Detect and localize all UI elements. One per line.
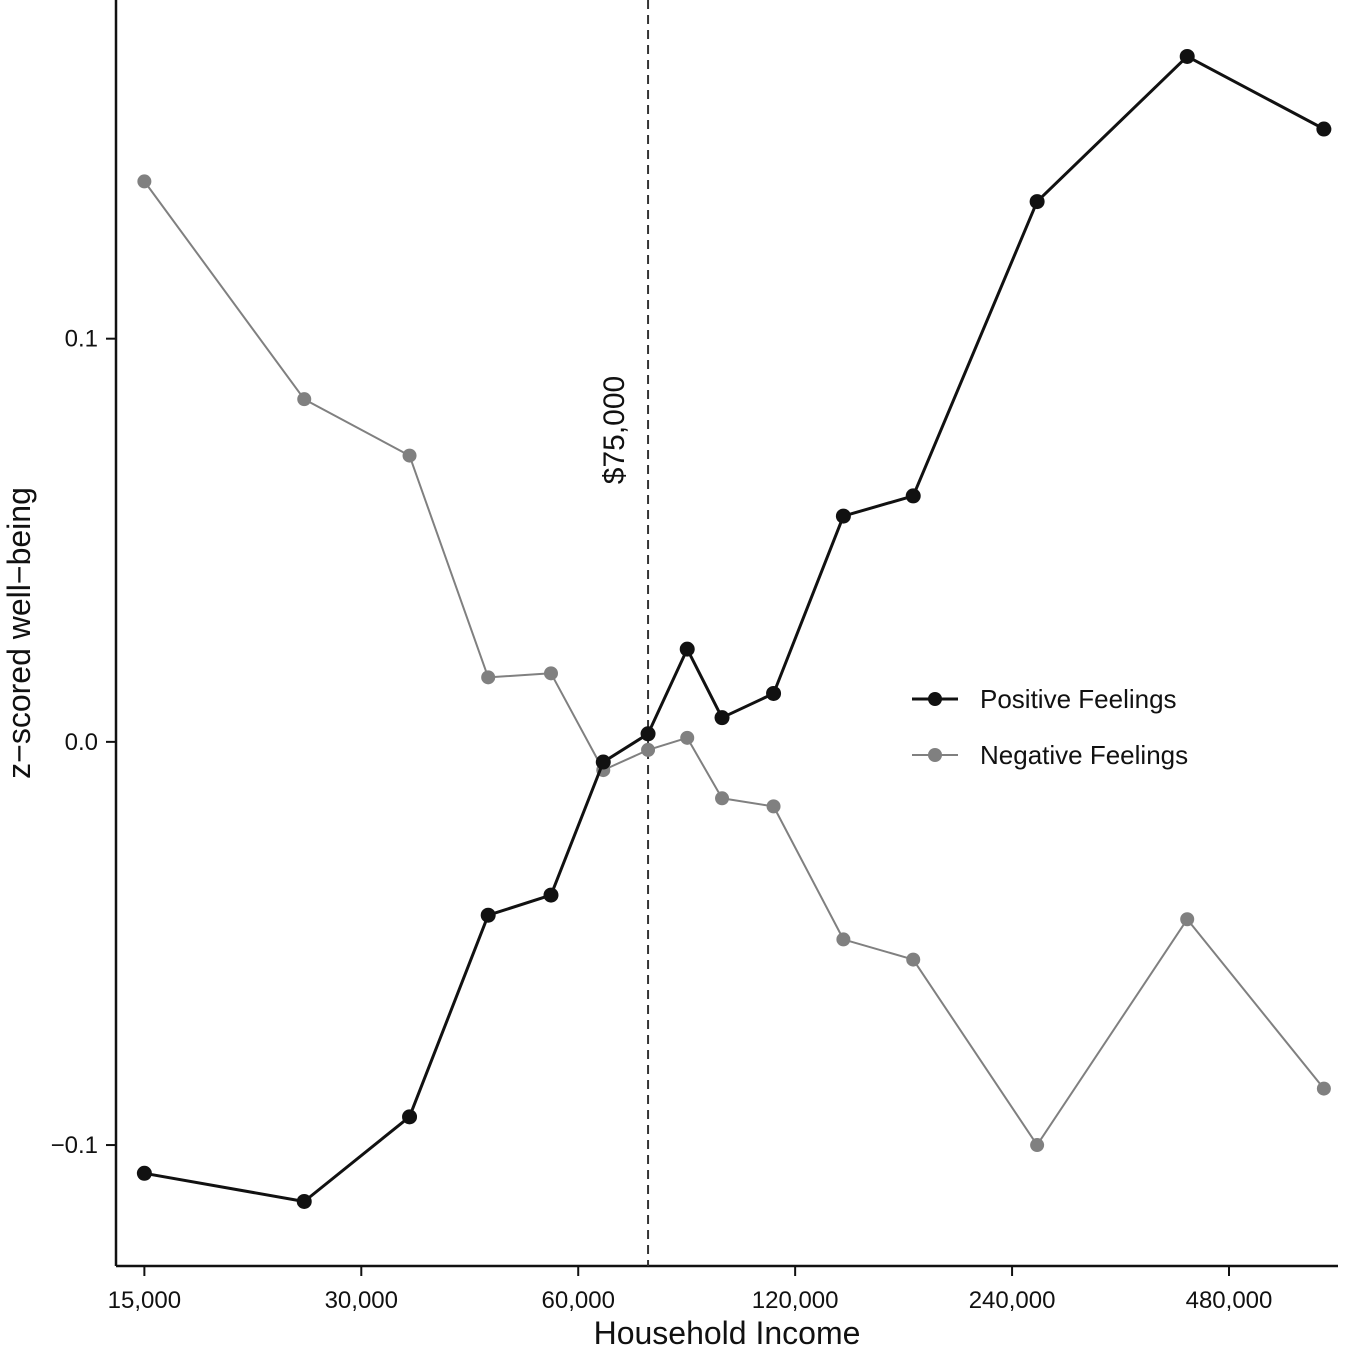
- legend-item-negative-feelings: Negative Feelings: [912, 740, 1188, 770]
- series-layer: [136, 48, 1332, 1209]
- data-point: [680, 730, 695, 745]
- data-point: [679, 641, 695, 657]
- data-point: [136, 1165, 152, 1181]
- x-tick-label: 15,000: [108, 1287, 181, 1314]
- series-line: [144, 54, 1325, 1203]
- series-negative-feelings: [137, 174, 1331, 1153]
- y-tick-label: −0.1: [51, 1132, 98, 1159]
- axes: 15,000 30,000 60,000 120,000 240,000 480,000 …: [51, 0, 1338, 1314]
- series-positive-feelings: [136, 48, 1332, 1209]
- series-line: [143, 180, 1325, 1146]
- y-axis-title: z−scored well−being: [1, 487, 37, 779]
- legend-swatch-marker: [928, 692, 942, 706]
- data-point: [297, 392, 312, 407]
- data-point: [402, 1109, 418, 1125]
- y-tick-label: 0.1: [65, 326, 98, 353]
- data-point: [766, 685, 782, 701]
- reference-line-group: $75,000: [598, 0, 650, 1266]
- legend-label: Negative Feelings: [980, 740, 1188, 770]
- data-point: [640, 726, 656, 742]
- x-tick-label: 60,000: [542, 1287, 615, 1314]
- data-point: [715, 791, 730, 806]
- reference-line-label: $75,000: [598, 376, 631, 484]
- data-point: [1316, 121, 1332, 137]
- x-tick-label: 480,000: [1186, 1287, 1273, 1314]
- legend-item-positive-feelings: Positive Feelings: [912, 684, 1177, 714]
- data-point: [1030, 1138, 1045, 1153]
- data-point: [480, 907, 496, 923]
- data-point: [641, 742, 656, 757]
- data-point: [836, 932, 851, 947]
- y-tick-label: 0.0: [65, 729, 98, 756]
- data-point: [905, 488, 921, 504]
- x-tick-label: 240,000: [969, 1287, 1056, 1314]
- legend: Positive Feelings Negative Feelings: [912, 684, 1188, 770]
- data-point: [595, 754, 611, 770]
- data-point: [481, 670, 496, 685]
- legend-label: Positive Feelings: [980, 684, 1177, 714]
- data-point: [402, 448, 417, 463]
- data-point: [296, 1193, 312, 1209]
- x-axis-title: Household Income: [594, 1315, 861, 1346]
- data-point: [1316, 1081, 1331, 1096]
- data-point: [1179, 48, 1195, 64]
- data-point: [714, 710, 730, 726]
- data-point: [543, 887, 559, 903]
- data-point: [137, 174, 152, 189]
- x-tick-label: 30,000: [325, 1287, 398, 1314]
- data-point: [766, 799, 781, 814]
- x-ticks: 15,000 30,000 60,000 120,000 240,000 480,000: [108, 1266, 1273, 1314]
- data-point: [1029, 194, 1045, 210]
- x-tick-label: 120,000: [752, 1287, 839, 1314]
- data-point: [835, 508, 851, 524]
- legend-swatch-marker: [928, 748, 942, 762]
- data-point: [543, 666, 558, 681]
- y-ticks: 0.1 0.0 −0.1: [51, 326, 116, 1159]
- data-point: [906, 952, 921, 967]
- data-point: [1180, 912, 1195, 927]
